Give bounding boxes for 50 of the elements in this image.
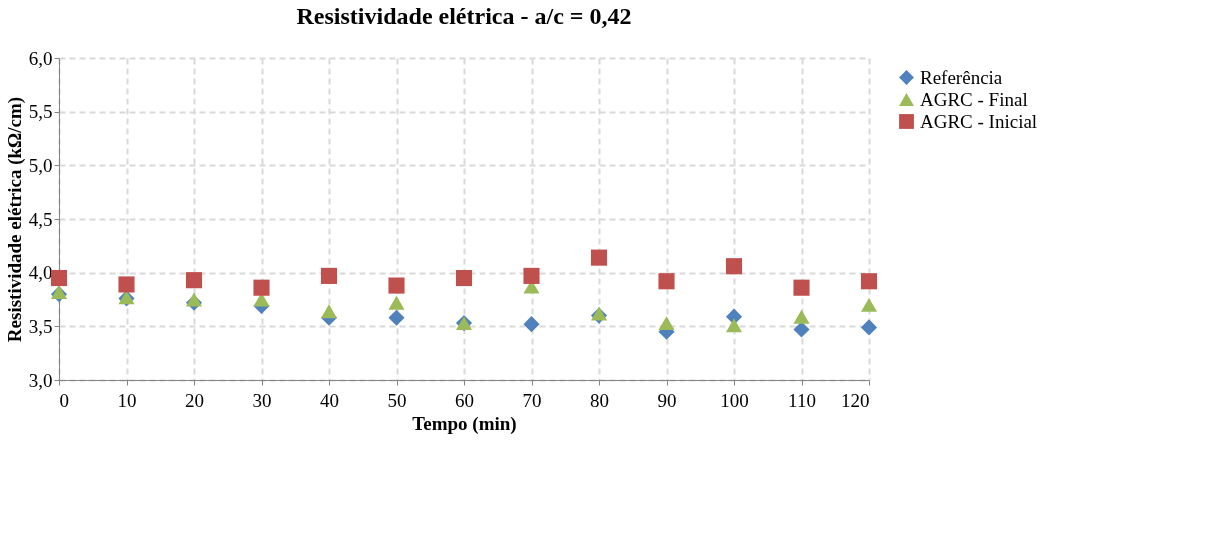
point: [320, 304, 338, 319]
y-tick-label: 5,5: [28, 101, 53, 123]
point: [793, 309, 810, 324]
x-tick-label: 120: [841, 389, 870, 411]
point: [185, 272, 203, 289]
x-tick-label: 0: [59, 389, 69, 411]
x-tick-label: 90: [657, 389, 677, 411]
point: [455, 269, 473, 287]
point: [590, 249, 608, 266]
legend-label: AGRC - Inicial: [920, 110, 1038, 132]
x-tick-label: 50: [387, 389, 407, 411]
point: [118, 276, 135, 293]
point: [658, 273, 675, 290]
x-tick-label: 60: [455, 389, 474, 411]
point: [523, 267, 540, 284]
x-axis-title: Tempo (min): [412, 412, 517, 435]
point: [50, 269, 68, 287]
point: [185, 292, 203, 307]
x-tick-label: 70: [522, 389, 542, 411]
x-tick-label: 40: [320, 389, 339, 411]
y-axis-title: Resistividade elétrica (kΩ/cm): [3, 96, 26, 343]
point: [860, 273, 878, 290]
y-tick-label: 3,5: [28, 315, 53, 337]
point: [320, 267, 338, 284]
y-tick-label: 6,0: [28, 47, 53, 69]
point: [860, 319, 878, 336]
point: [725, 318, 743, 333]
x-tick-label: 110: [788, 389, 816, 411]
point: [253, 279, 270, 296]
point: [388, 277, 405, 294]
y-tick-label: 4,5: [28, 208, 53, 230]
legend-label: Referência: [920, 66, 1003, 88]
point: [50, 285, 68, 299]
point: [793, 279, 810, 296]
point: [725, 258, 743, 275]
point: [523, 316, 540, 333]
point: [658, 316, 675, 331]
point: [388, 309, 405, 326]
y-tick-label: 3,0: [28, 369, 53, 391]
chart-title: Resistividade elétrica - a/c = 0,42: [296, 3, 632, 29]
point: [860, 297, 878, 312]
x-tick-label: 10: [117, 389, 137, 411]
x-tick-label: 20: [185, 389, 204, 411]
y-tick-label: 5,0: [28, 154, 53, 176]
point: [388, 295, 405, 310]
point: [793, 321, 810, 338]
x-tick-label: 80: [590, 389, 609, 411]
x-tick-label: 100: [720, 389, 749, 411]
x-tick-label: 30: [252, 389, 272, 411]
legend-label: AGRC - Final: [920, 88, 1028, 110]
